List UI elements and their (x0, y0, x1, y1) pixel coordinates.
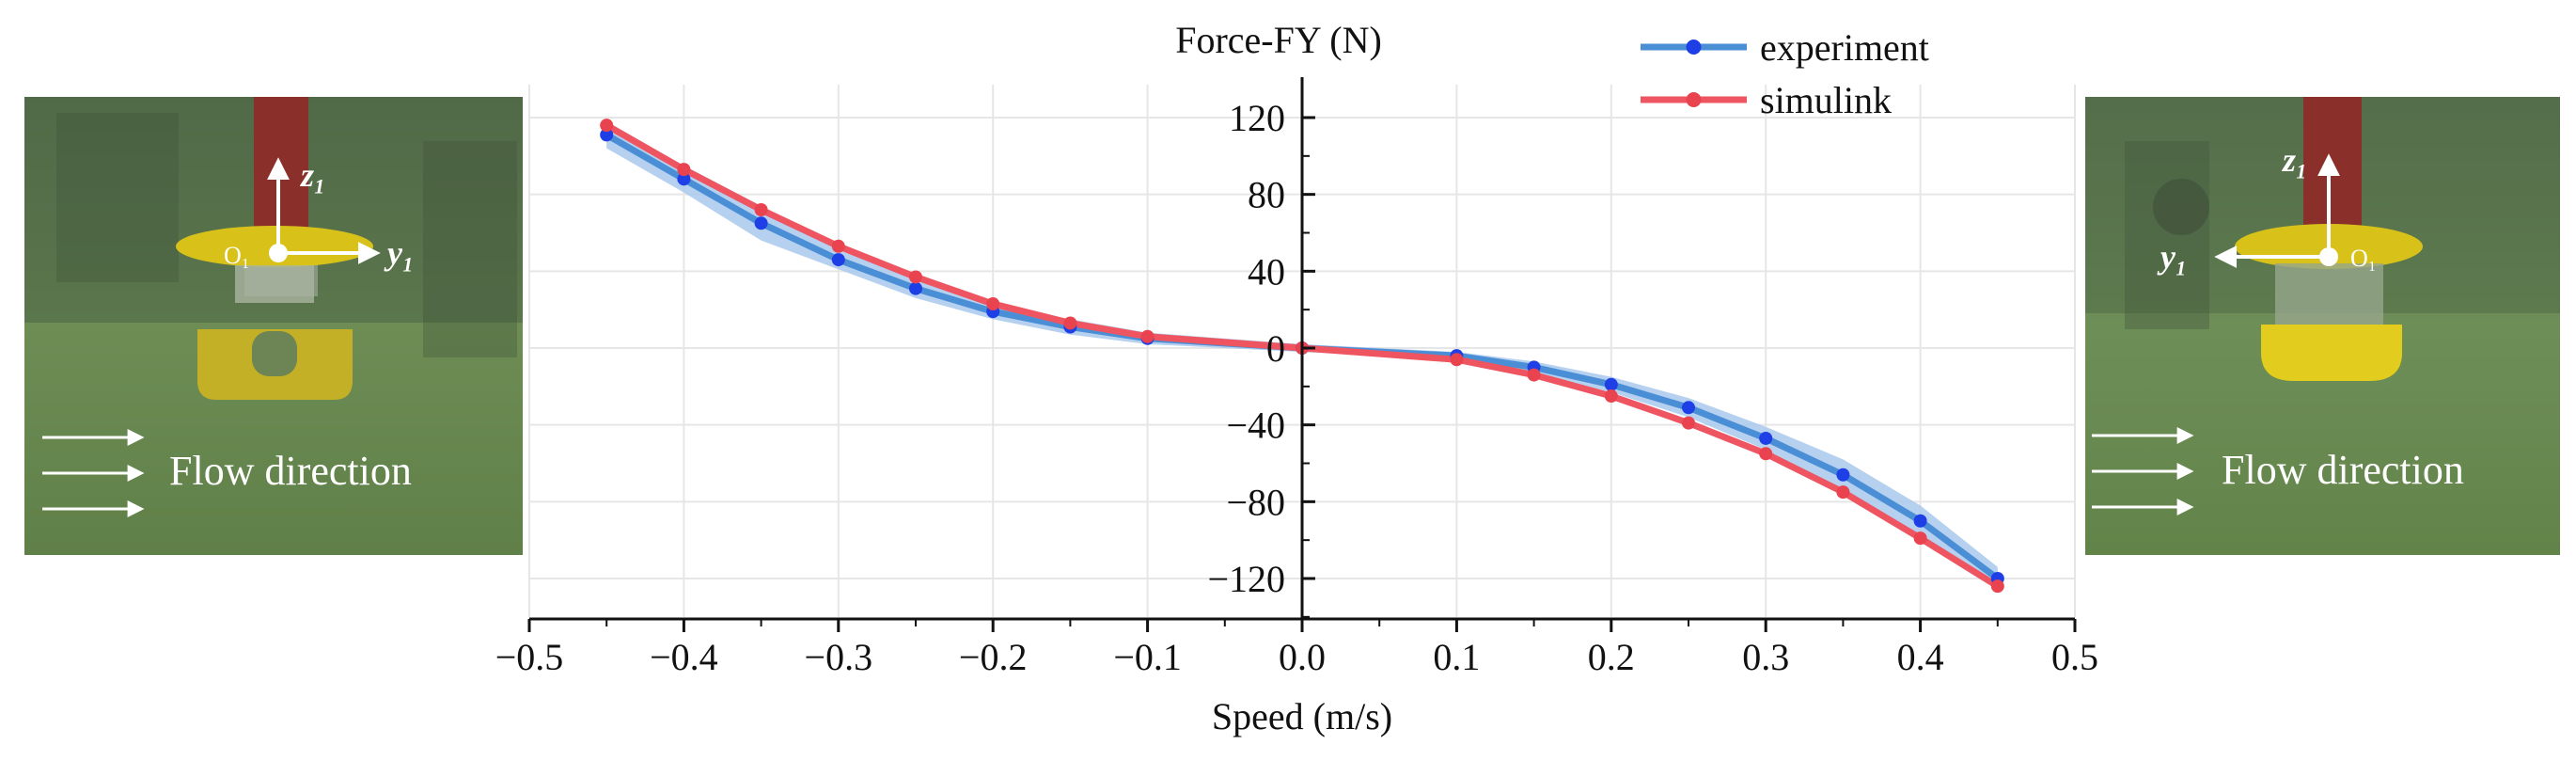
x-tick-label: 0.5 (2051, 636, 2098, 678)
y-tick-label: 120 (1229, 97, 1285, 139)
left-flow-label: Flow direction (169, 448, 412, 494)
legend: experiment simulink (1641, 26, 1929, 121)
y-tick-label: 0 (1266, 327, 1285, 370)
series-points (600, 119, 2004, 594)
data-point-simulink (1527, 368, 1541, 382)
x-tick-label: 0.2 (1588, 636, 1635, 678)
x-tick-label: −0.1 (1113, 636, 1182, 678)
chart-title: Force-FY (N) (1175, 19, 1382, 61)
legend-label-simulink: simulink (1760, 79, 1892, 121)
legend-marker-experiment (1686, 40, 1702, 55)
data-point-experiment (831, 253, 845, 267)
data-point-experiment (677, 172, 691, 186)
data-point-simulink (1913, 531, 1927, 546)
left-origin-label: O₁ (224, 242, 250, 269)
data-point-simulink (1604, 389, 1618, 404)
data-point-simulink (1836, 485, 1850, 499)
x-tick-label: 0.1 (1433, 636, 1480, 678)
x-tick-label: 0.3 (1742, 636, 1789, 678)
data-point-simulink (754, 203, 768, 216)
right-origin-dot (2319, 247, 2338, 266)
right-flow-label: Flow direction (2222, 447, 2464, 493)
x-tick-label: −0.4 (650, 636, 718, 678)
data-point-experiment (1913, 514, 1927, 528)
right-flow-arrows (2092, 427, 2194, 515)
data-point-simulink (1450, 353, 1464, 367)
data-point-experiment (1759, 431, 1773, 445)
data-point-experiment (600, 128, 614, 142)
x-tick-label: −0.3 (805, 636, 873, 678)
data-point-simulink (677, 163, 691, 177)
x-tick-label: 0.0 (1279, 636, 1326, 678)
legend-label-experiment: experiment (1760, 26, 1929, 69)
data-point-experiment (1604, 377, 1618, 391)
x-tick-label: 0.4 (1897, 636, 1944, 678)
left-axis-z-label: z₁ (299, 156, 326, 194)
right-origin-label: O₁ (2350, 245, 2377, 272)
plot-area: −0.5 −0.4 −0.3 −0.2 −0.1 0.0 0.1 0.2 0.3 0.4 0.5 12… (495, 19, 2098, 737)
data-point-simulink (600, 119, 614, 133)
data-point-simulink (1682, 416, 1695, 430)
left-photo: z₁ y₁ O₁ Flow direction (24, 97, 523, 555)
data-point-simulink (986, 297, 1000, 311)
y-tick-label: 40 (1248, 250, 1285, 293)
data-point-experiment (1836, 468, 1850, 482)
data-point-experiment (909, 281, 922, 295)
y-tick-label: 80 (1248, 174, 1285, 216)
y-tick-label: −80 (1226, 481, 1285, 523)
right-axis-z-label: z₁ (2281, 141, 2308, 179)
x-axis-label: Speed (m/s) (1212, 695, 1392, 737)
data-point-simulink (909, 270, 922, 284)
right-axis-y-label: y₁ (2157, 238, 2188, 276)
x-tick-label: −0.2 (959, 636, 1028, 678)
left-origin-dot (269, 244, 288, 262)
data-point-simulink (1140, 329, 1154, 343)
right-buoy-bottom (2261, 325, 2402, 381)
left-axis-y-label: y₁ (384, 234, 415, 272)
data-point-experiment (754, 216, 768, 230)
data-point-experiment (1682, 401, 1695, 415)
x-tick-label: −0.5 (495, 636, 564, 678)
legend-marker-simulink (1686, 92, 1702, 107)
data-point-simulink (831, 239, 845, 253)
y-tick-label: −40 (1226, 404, 1285, 447)
right-photo: z₁ y₁ O₁ Flow direction (2085, 97, 2560, 555)
y-tick-label: −120 (1207, 558, 1285, 600)
ticks: −0.5 −0.4 −0.3 −0.2 −0.1 0.0 0.1 0.2 0.3 0.4 0.5 12… (495, 97, 2098, 678)
data-point-simulink (1063, 316, 1077, 330)
data-point-simulink (1759, 447, 1773, 461)
data-point-simulink (1990, 579, 2004, 594)
left-flow-arrows (42, 429, 145, 517)
